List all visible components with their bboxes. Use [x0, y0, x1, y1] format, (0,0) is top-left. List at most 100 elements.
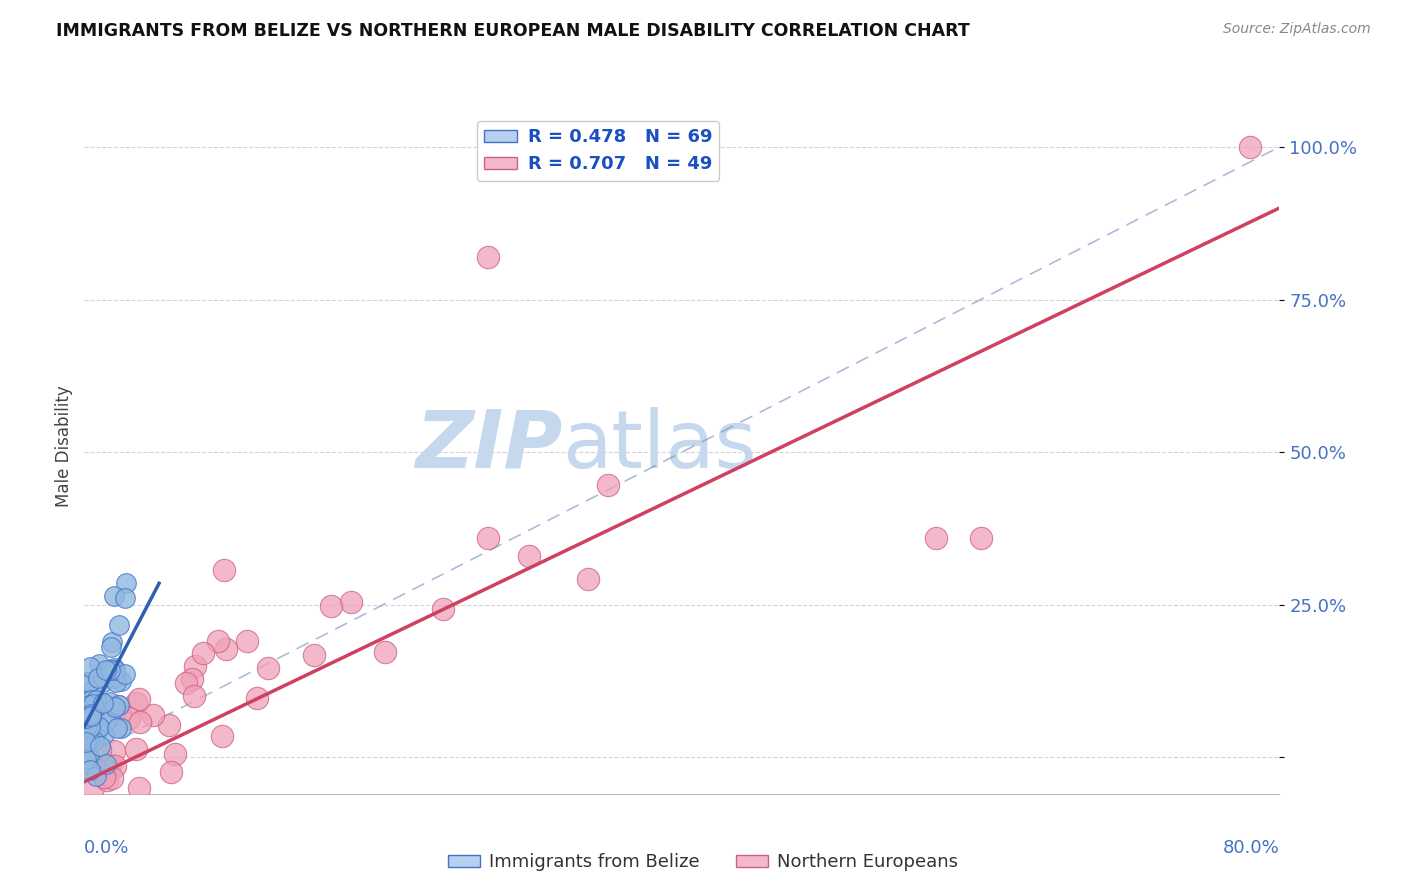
Point	[184, 659, 207, 673]
Point	[1239, 140, 1261, 154]
Point	[80, 712, 103, 726]
Point	[83, 760, 105, 774]
Point	[80, 734, 103, 748]
Point	[84, 717, 107, 731]
Point	[87, 671, 110, 685]
Point	[84, 770, 107, 784]
Point	[107, 618, 129, 632]
Point	[87, 657, 110, 672]
Point	[80, 706, 103, 721]
Point	[235, 633, 257, 648]
Y-axis label: Male Disability: Male Disability	[55, 385, 73, 507]
Point	[477, 531, 499, 545]
Point	[73, 733, 96, 747]
Point	[105, 721, 128, 735]
Point	[157, 718, 180, 732]
Point	[245, 691, 267, 706]
Point	[75, 751, 97, 765]
Point	[80, 709, 103, 723]
Point	[82, 697, 104, 711]
Point	[103, 744, 125, 758]
Point	[75, 735, 97, 749]
Point	[215, 642, 238, 657]
Point	[129, 715, 152, 730]
Point	[107, 699, 129, 714]
Point	[75, 727, 97, 741]
Point	[76, 727, 98, 741]
Point	[77, 750, 100, 764]
Point	[93, 727, 115, 741]
Point	[76, 731, 98, 745]
Point	[73, 675, 96, 690]
Point	[79, 659, 101, 673]
Point	[103, 589, 125, 603]
Point	[80, 693, 103, 707]
Point	[77, 698, 100, 712]
Point	[79, 721, 101, 735]
Point	[114, 667, 136, 681]
Point	[98, 758, 121, 772]
Point	[93, 770, 115, 784]
Point	[925, 531, 948, 545]
Point	[73, 734, 96, 748]
Point	[141, 708, 163, 723]
Point	[104, 699, 127, 714]
Point	[82, 780, 104, 795]
Point	[89, 720, 111, 734]
Point	[91, 670, 114, 684]
Text: ZIP: ZIP	[415, 407, 562, 485]
Point	[75, 711, 97, 725]
Point	[104, 663, 127, 677]
Point	[84, 692, 107, 706]
Point	[181, 672, 204, 686]
Point	[98, 711, 121, 725]
Point	[76, 703, 98, 717]
Point	[374, 645, 396, 659]
Point	[77, 733, 100, 747]
Point	[77, 732, 100, 747]
Point	[77, 675, 100, 690]
Point	[108, 706, 131, 721]
Point	[321, 599, 343, 614]
Point	[432, 602, 454, 616]
Point	[596, 478, 619, 492]
Point	[160, 765, 183, 780]
Point	[125, 741, 148, 756]
Point	[207, 634, 229, 648]
Point	[76, 718, 98, 732]
Point	[80, 726, 103, 740]
Point	[83, 698, 105, 713]
Point	[101, 771, 124, 785]
Point	[91, 675, 114, 690]
Point	[105, 675, 128, 690]
Point	[80, 710, 103, 724]
Point	[83, 734, 105, 748]
Point	[76, 732, 98, 747]
Point	[128, 692, 150, 706]
Point	[86, 723, 108, 737]
Point	[94, 756, 117, 771]
Point	[77, 705, 100, 719]
Point	[576, 572, 599, 586]
Point	[83, 731, 105, 746]
Point	[970, 531, 993, 545]
Point	[79, 756, 101, 770]
Point	[114, 591, 136, 606]
Point	[79, 763, 101, 777]
Text: IMMIGRANTS FROM BELIZE VS NORTHERN EUROPEAN MALE DISABILITY CORRELATION CHART: IMMIGRANTS FROM BELIZE VS NORTHERN EUROP…	[56, 22, 970, 40]
Point	[183, 689, 205, 703]
Point	[82, 682, 104, 697]
Text: 0.0%: 0.0%	[84, 839, 129, 857]
Point	[110, 722, 132, 736]
Point	[257, 661, 280, 675]
Legend: Immigrants from Belize, Northern Europeans: Immigrants from Belize, Northern Europea…	[440, 847, 966, 879]
Point	[80, 717, 103, 731]
Point	[94, 663, 117, 677]
Point	[191, 646, 214, 660]
Point	[115, 576, 138, 591]
Point	[98, 663, 121, 677]
Point	[103, 671, 125, 685]
Text: 80.0%: 80.0%	[1223, 839, 1279, 857]
Legend: R = 0.478   N = 69, R = 0.707   N = 49: R = 0.478 N = 69, R = 0.707 N = 49	[477, 121, 720, 180]
Point	[128, 780, 150, 795]
